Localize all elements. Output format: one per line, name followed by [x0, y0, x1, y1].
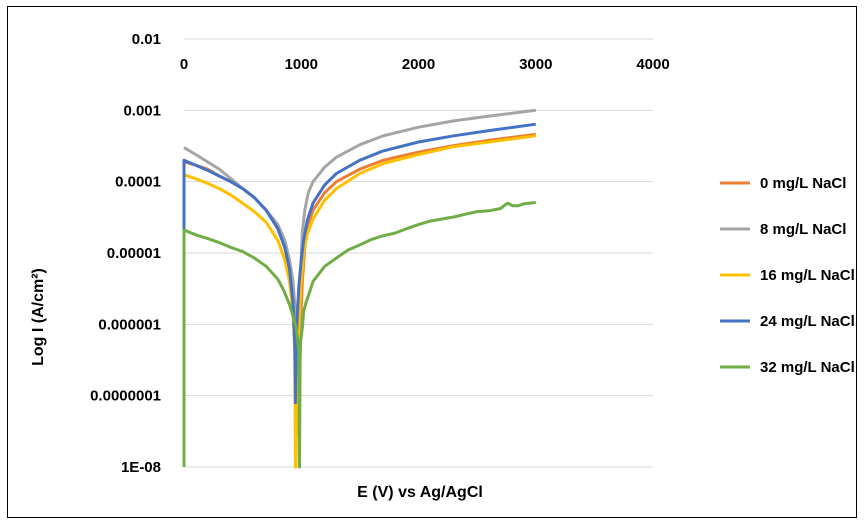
series-lines	[182, 108, 537, 469]
x-tick-label: 4000	[636, 56, 669, 73]
polarization-chart: 0.01 0.001 0.0001 0.00001 0.000001 0.0000001 1…	[30, 31, 855, 501]
x-tick-label: 2000	[402, 56, 435, 73]
series-line-24-mg-l-nacl	[182, 122, 537, 405]
y-tick-label: 1E-08	[121, 459, 161, 476]
y-tick-label: 0.001	[123, 102, 161, 119]
chart-frame: 0.01 0.001 0.0001 0.00001 0.000001 0.0000001 1…	[7, 6, 857, 518]
series-line-32-mg-l-nacl	[182, 201, 536, 469]
y-axis-title: Log I (A/cm²)	[30, 268, 47, 366]
y-tick-label: 0.0001	[115, 174, 161, 191]
legend-label: 0 mg/L NaCl	[760, 175, 846, 192]
y-tick-label: 0.00001	[107, 245, 161, 262]
y-tick-labels: 0.01 0.001 0.0001 0.00001 0.000001 0.0000001 1…	[90, 31, 161, 476]
x-tick-label: 1000	[285, 56, 318, 73]
y-tick-label: 0.01	[132, 31, 161, 48]
series-line-0-mg-l-nacl	[183, 132, 536, 435]
legend-label: 24 mg/L NaCl	[760, 313, 855, 330]
legend-label: 8 mg/L NaCl	[760, 221, 846, 238]
x-axis-title: E (V) vs Ag/AgCl	[357, 484, 483, 501]
x-tick-label: 3000	[519, 56, 552, 73]
y-tick-label: 0.0000001	[90, 388, 161, 405]
x-tick-label: 0	[180, 56, 188, 73]
y-tick-label: 0.000001	[98, 316, 161, 333]
legend-label: 16 mg/L NaCl	[760, 267, 855, 284]
legend-label: 32 mg/L NaCl	[760, 359, 855, 376]
x-tick-labels: 0 1000 2000 3000 4000	[180, 56, 670, 73]
legend: 0 mg/L NaCl 8 mg/L NaCl 16 mg/L NaCl 24 mg/…	[720, 175, 855, 376]
series-line-16-mg-l-nacl	[183, 134, 536, 469]
gridlines	[184, 38, 653, 468]
